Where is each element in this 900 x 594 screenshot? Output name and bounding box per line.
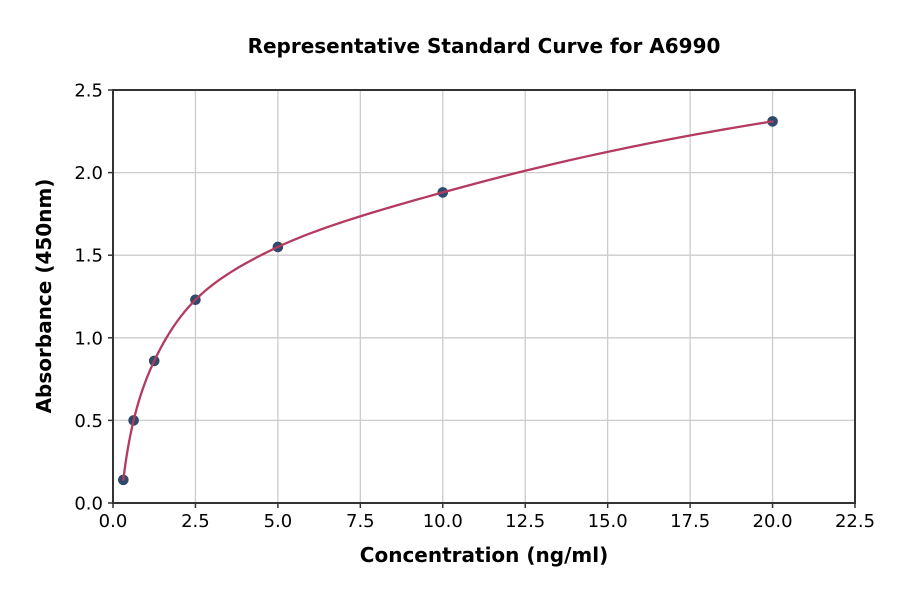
x-tick-label: 12.5 [505, 511, 545, 532]
x-tick-label: 22.5 [835, 511, 875, 532]
y-tick-label: 2.5 [74, 81, 103, 102]
x-tick-label: 20.0 [753, 511, 793, 532]
y-tick-label: 0.0 [74, 494, 103, 515]
fit-curve [122, 120, 774, 482]
y-tick-label: 1.5 [74, 246, 103, 267]
x-tick-label: 10.0 [423, 511, 463, 532]
y-tick-label: 0.5 [74, 411, 103, 432]
x-tick-label: 7.5 [346, 511, 375, 532]
y-tick-label: 2.0 [74, 163, 103, 184]
x-axis-label: Concentration (ng/ml) [359, 543, 609, 567]
x-tick-label: 5.0 [264, 511, 293, 532]
x-tick-label: 2.5 [181, 511, 210, 532]
x-tick-label: 17.5 [670, 511, 710, 532]
x-tick-label: 0.0 [99, 511, 128, 532]
chart-title: Representative Standard Curve for A6990 [247, 34, 721, 58]
x-tick-label: 15.0 [588, 511, 628, 532]
y-tick-label: 1.0 [74, 328, 103, 349]
plot-border [112, 89, 856, 504]
